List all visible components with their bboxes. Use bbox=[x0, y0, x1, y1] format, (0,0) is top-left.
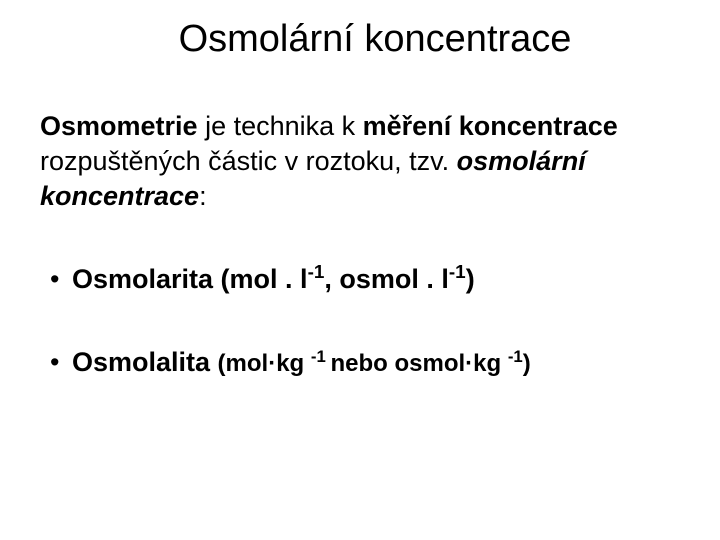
label: ) bbox=[523, 350, 531, 377]
label: nebo osmol·kg bbox=[330, 350, 507, 377]
text-segment: je technika k bbox=[198, 111, 363, 141]
label: , osmol . l bbox=[324, 264, 449, 294]
bullet-text: Osmolalita (mol·kg -1 nebo osmol·kg -1) bbox=[72, 347, 531, 377]
text-segment: rozpuštěných částic v roztoku, tzv. bbox=[40, 146, 457, 176]
intro-paragraph: Osmometrie je technika k měření koncentr… bbox=[40, 109, 680, 214]
bullet-text: Osmolarita (mol . l-1, osmol . l-1) bbox=[72, 264, 475, 294]
slide: Osmolární koncentrace Osmometrie je tech… bbox=[0, 0, 720, 540]
superscript: -1 bbox=[508, 347, 523, 366]
superscript: -1 bbox=[311, 347, 331, 366]
bullet-osmolalita: •Osmolalita (mol·kg -1 nebo osmol·kg -1) bbox=[40, 345, 680, 380]
label: Osmolarita (mol . l bbox=[72, 264, 308, 294]
superscript: -1 bbox=[449, 262, 466, 283]
bullet-marker: • bbox=[50, 345, 72, 380]
bullet-osmolarita: •Osmolarita (mol . l-1, osmol . l-1) bbox=[40, 262, 680, 297]
superscript: -1 bbox=[308, 262, 325, 283]
label: ) bbox=[466, 264, 475, 294]
text-segment: : bbox=[199, 181, 207, 211]
term-osmometrie: Osmometrie bbox=[40, 111, 198, 141]
label: Osmolalita bbox=[72, 347, 218, 377]
bullet-marker: • bbox=[50, 262, 72, 297]
label: (mol·kg bbox=[218, 350, 311, 377]
term-mereni: měření koncentrace bbox=[363, 111, 618, 141]
slide-title: Osmolární koncentrace bbox=[70, 18, 680, 61]
units-small: (mol·kg -1 nebo osmol·kg -1) bbox=[218, 350, 531, 377]
